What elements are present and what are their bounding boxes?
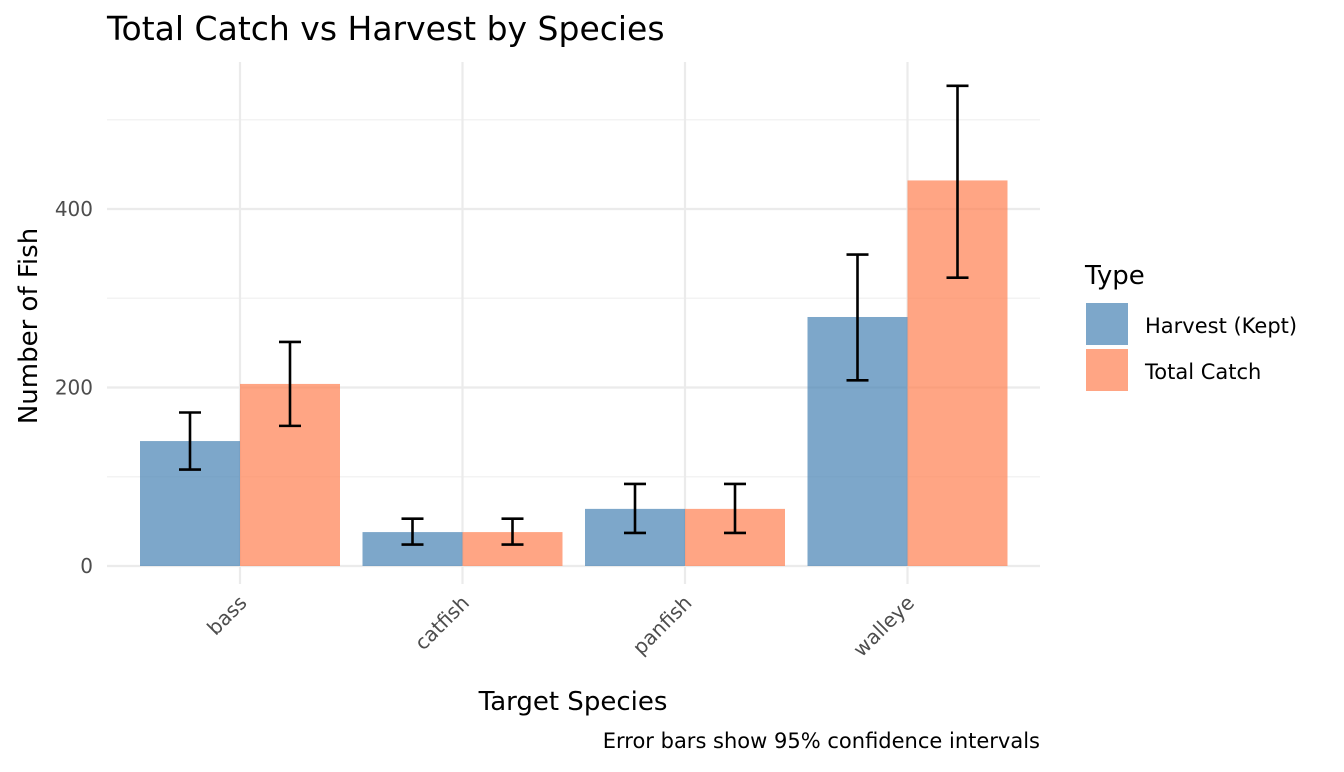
legend-key-label: Total Catch <box>1144 360 1261 384</box>
x-tick-label: panfish <box>628 591 697 660</box>
y-axis-title: Number of Fish <box>14 228 44 424</box>
legend-key-label: Harvest (Kept) <box>1145 314 1297 338</box>
y-tick-label: 0 <box>80 554 93 578</box>
legend-items: Harvest (Kept) Total Catch <box>1086 303 1297 391</box>
legend-key-swatch <box>1086 349 1128 391</box>
chart-title: Total Catch vs Harvest by Species <box>106 9 665 48</box>
y-tick-labels: 0 200 400 <box>55 197 93 578</box>
y-tick-label: 400 <box>55 197 93 221</box>
legend-title: Type <box>1084 261 1145 291</box>
x-tick-label: walleye <box>848 591 919 662</box>
x-axis-title: Target Species <box>478 687 668 717</box>
bars-layer <box>140 180 1008 566</box>
x-tick-label: bass <box>202 591 251 640</box>
x-tick-labels: bass catfish panfish walleye <box>202 591 919 662</box>
error-bars-layer <box>179 84 969 546</box>
legend: Type Harvest (Kept) Total Catch <box>1084 261 1297 391</box>
legend-key-swatch <box>1086 303 1128 345</box>
x-tick-label: catfish <box>410 591 474 655</box>
y-tick-label: 200 <box>55 376 93 400</box>
chart-caption: Error bars show 95% confidence intervals <box>603 729 1040 753</box>
